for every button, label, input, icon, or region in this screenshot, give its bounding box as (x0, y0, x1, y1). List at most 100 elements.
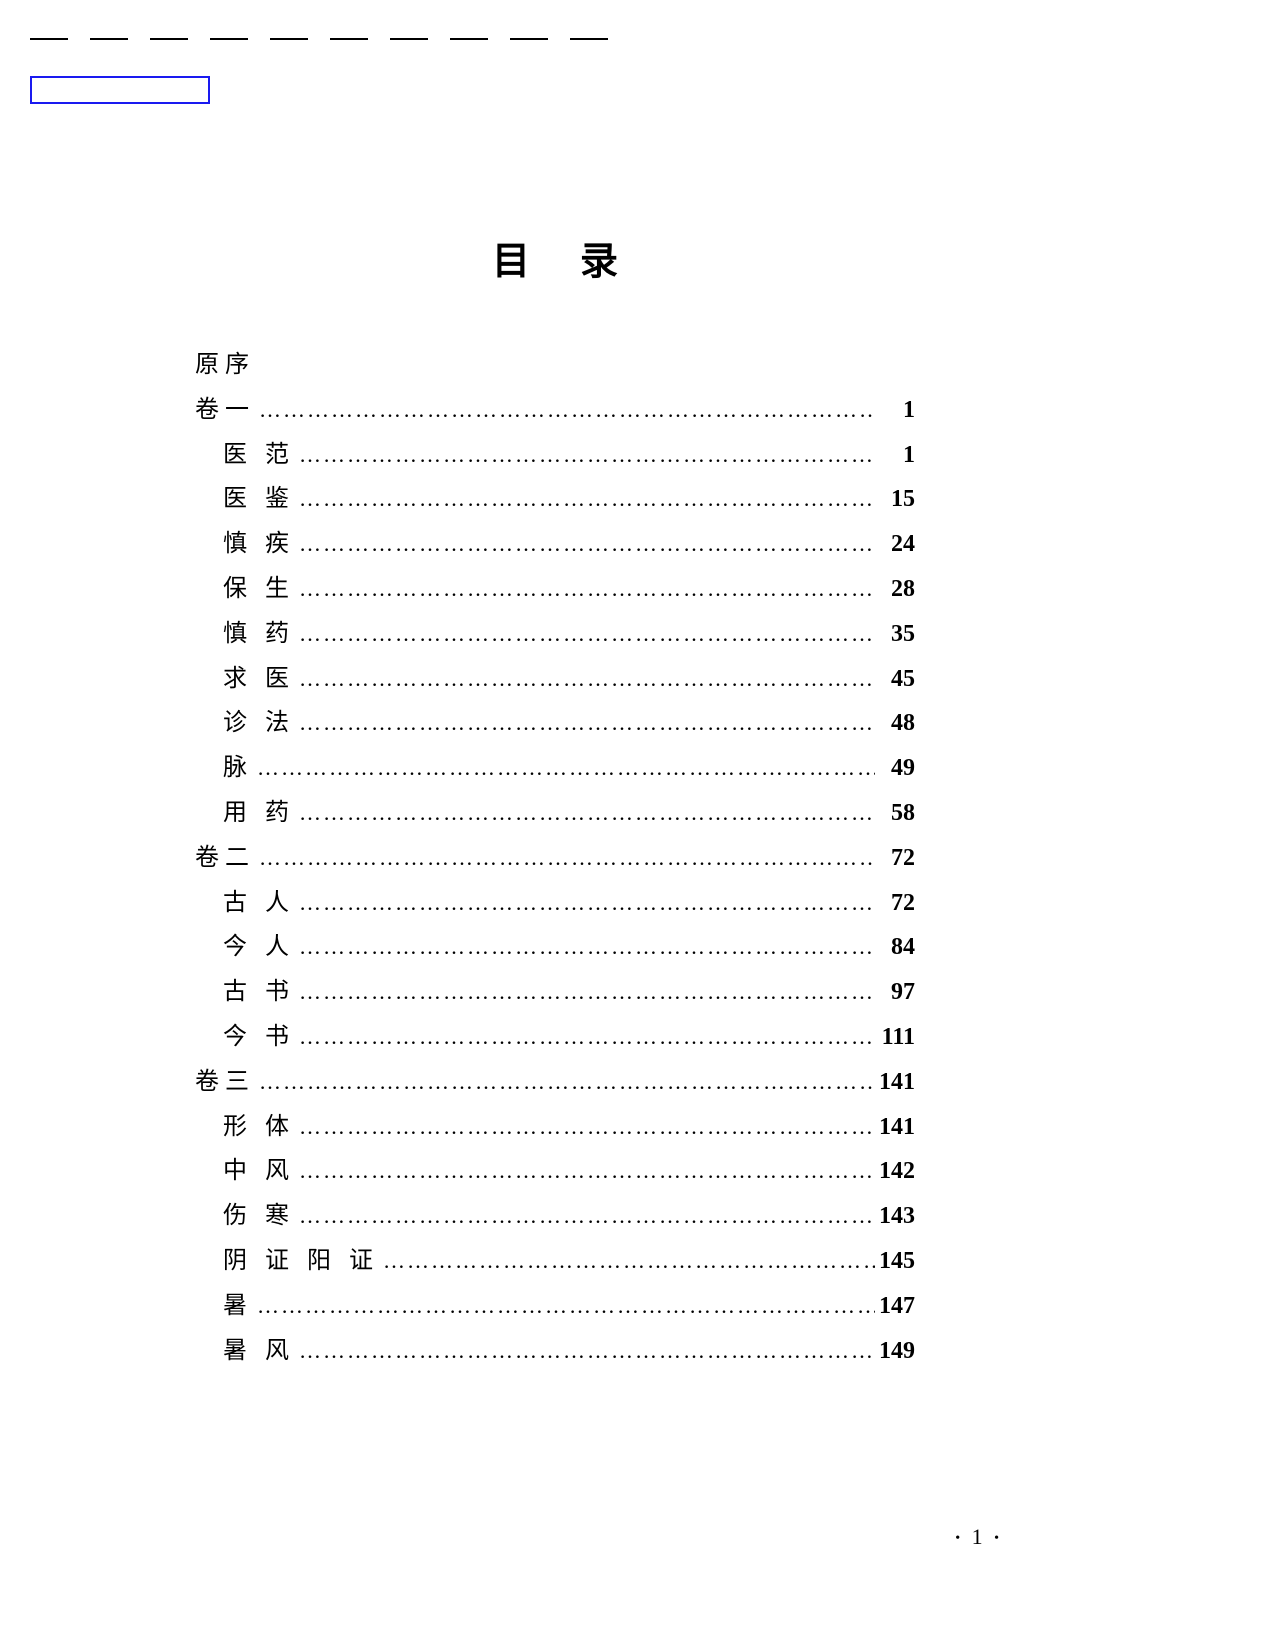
toc-page-num: 147 (875, 1286, 915, 1327)
toc-label: 慎 药 (195, 614, 295, 655)
footer-bullet-right: • (988, 1531, 1005, 1546)
toc-label: 中 风 (195, 1151, 295, 1192)
toc-leader-dots: ………………………………………………………………………… (295, 480, 875, 517)
toc-label: 阴 证 阳 证 (195, 1241, 379, 1282)
toc-content: 目录 原序 卷一…………………………………………………………………………1医 范… (195, 230, 915, 1375)
toc-page-num: 149 (875, 1331, 915, 1372)
toc-label: 保 生 (195, 569, 295, 610)
toc-label: 古 书 (195, 972, 295, 1013)
toc-line: 卷三…………………………………………………………………………141 (195, 1062, 915, 1103)
toc-line: 医 鉴…………………………………………………………………………15 (195, 479, 915, 520)
toc-label: 原序 (195, 345, 255, 386)
toc-leader-dots: ………………………………………………………………………… (295, 525, 875, 562)
toc-line: 暑 风…………………………………………………………………………149 (195, 1331, 915, 1372)
toc-label: 今 人 (195, 927, 295, 968)
toc-leader-dots: ………………………………………………………………………… (253, 749, 875, 786)
toc-page-num: 49 (875, 748, 915, 789)
toc-line: 今 人…………………………………………………………………………84 (195, 927, 915, 968)
toc-page-num: 141 (875, 1107, 915, 1148)
toc-line: 伤 寒…………………………………………………………………………143 (195, 1196, 915, 1237)
toc-leader-dots: ………………………………………………………………………… (295, 615, 875, 652)
toc-label: 今 书 (195, 1017, 295, 1058)
toc-line: 慎 疾…………………………………………………………………………24 (195, 524, 915, 565)
footer-bullet-left: • (949, 1531, 966, 1546)
dash-segment (510, 38, 548, 40)
dash-segment (450, 38, 488, 40)
toc-label: 暑 (195, 1286, 253, 1327)
footer-page-num: 1 (972, 1524, 983, 1549)
toc-page-num: 58 (875, 793, 915, 834)
dash-segment (30, 38, 68, 40)
toc-line: 脉…………………………………………………………………………49 (195, 748, 915, 789)
toc-line: 求 医…………………………………………………………………………45 (195, 659, 915, 700)
toc-page-num: 1 (875, 435, 915, 476)
toc-entries: 卷一…………………………………………………………………………1医 范………………… (195, 390, 915, 1372)
toc-page-num: 24 (875, 524, 915, 565)
page-footer: • 1 • (949, 1524, 1005, 1550)
toc-line: 阴 证 阳 证…………………………………………………………………………145 (195, 1241, 915, 1282)
toc-line: 暑…………………………………………………………………………147 (195, 1286, 915, 1327)
toc-leader-dots: ………………………………………………………………………… (295, 1332, 875, 1369)
toc-leader-dots: ………………………………………………………………………… (255, 839, 875, 876)
toc-line: 古 人…………………………………………………………………………72 (195, 883, 915, 924)
toc-page-num: 72 (875, 883, 915, 924)
toc-line: 卷一…………………………………………………………………………1 (195, 390, 915, 431)
toc-label: 伤 寒 (195, 1196, 295, 1237)
toc-page-num: 111 (875, 1017, 915, 1058)
toc-page-num: 45 (875, 659, 915, 700)
toc-line: 卷二…………………………………………………………………………72 (195, 838, 915, 879)
toc-label: 卷二 (195, 838, 255, 879)
toc-leader-dots: ………………………………………………………………………… (295, 1152, 875, 1189)
toc-label: 医 鉴 (195, 479, 295, 520)
toc-page-num: 84 (875, 927, 915, 968)
toc-label: 形 体 (195, 1107, 295, 1148)
toc-leader-dots: ………………………………………………………………………… (295, 1197, 875, 1234)
toc-page-num: 72 (875, 838, 915, 879)
toc-label: 古 人 (195, 883, 295, 924)
toc-page-num: 1 (875, 390, 915, 431)
toc-label: 慎 疾 (195, 524, 295, 565)
toc-leader-dots: ………………………………………………………………………… (295, 1108, 875, 1145)
toc-leader-dots: ………………………………………………………………………… (295, 973, 875, 1010)
toc-leader-dots: ………………………………………………………………………… (295, 436, 875, 473)
toc-label: 医 范 (195, 435, 295, 476)
blue-outline-box (30, 76, 210, 104)
toc-leader-dots: ………………………………………………………………………… (253, 1287, 875, 1324)
toc-title: 目录 (195, 230, 915, 285)
toc-page-num: 15 (875, 479, 915, 520)
toc-line: 形 体…………………………………………………………………………141 (195, 1107, 915, 1148)
toc-preface: 原序 (195, 345, 915, 386)
toc-leader-dots: ………………………………………………………………………… (295, 1018, 875, 1055)
toc-leader-dots: ………………………………………………………………………… (295, 928, 875, 965)
toc-page-num: 143 (875, 1196, 915, 1237)
toc-page-num: 48 (875, 703, 915, 744)
toc-line: 慎 药…………………………………………………………………………35 (195, 614, 915, 655)
dash-segment (210, 38, 248, 40)
top-dash-row (30, 38, 608, 40)
toc-page-num: 97 (875, 972, 915, 1013)
dash-segment (270, 38, 308, 40)
dash-segment (570, 38, 608, 40)
toc-leader-dots: ………………………………………………………………………… (295, 704, 875, 741)
toc-label: 用 药 (195, 793, 295, 834)
toc-label: 卷一 (195, 390, 255, 431)
toc-page-num: 35 (875, 614, 915, 655)
dash-segment (330, 38, 368, 40)
toc-line: 今 书…………………………………………………………………………111 (195, 1017, 915, 1058)
toc-page-num: 145 (875, 1241, 915, 1282)
toc-leader-dots: ………………………………………………………………………… (295, 570, 875, 607)
toc-line: 用 药…………………………………………………………………………58 (195, 793, 915, 834)
toc-line: 保 生…………………………………………………………………………28 (195, 569, 915, 610)
toc-line: 古 书…………………………………………………………………………97 (195, 972, 915, 1013)
dash-segment (390, 38, 428, 40)
toc-leader-dots: ………………………………………………………………………… (255, 1063, 875, 1100)
toc-line: 医 范…………………………………………………………………………1 (195, 435, 915, 476)
toc-label: 暑 风 (195, 1331, 295, 1372)
toc-leader-dots: ………………………………………………………………………… (295, 660, 875, 697)
toc-leader-dots: ………………………………………………………………………… (295, 794, 875, 831)
toc-label: 求 医 (195, 659, 295, 700)
toc-line: 诊 法…………………………………………………………………………48 (195, 703, 915, 744)
toc-leader-dots: ………………………………………………………………………… (255, 391, 875, 428)
toc-label: 诊 法 (195, 703, 295, 744)
toc-label: 脉 (195, 748, 253, 789)
